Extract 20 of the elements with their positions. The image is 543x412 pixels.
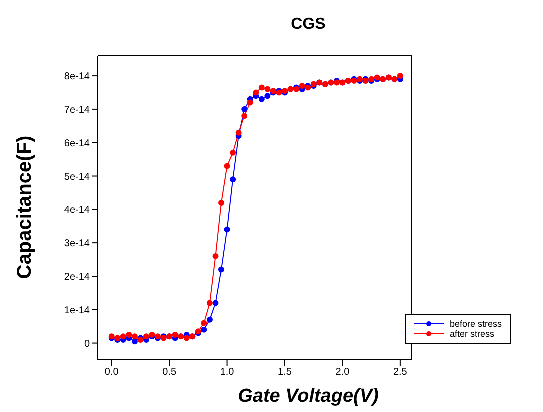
- x-tick-label: 2.5: [393, 367, 408, 378]
- y-tick-label: 2e-14: [64, 272, 90, 284]
- y-tick-label: 3e-14: [64, 238, 90, 250]
- legend-label: before stress: [450, 319, 502, 329]
- x-tick-label: 0.5: [162, 367, 177, 378]
- y-tick-label: 5e-14: [64, 172, 90, 183]
- y-axis-title: Capacitance(F): [14, 136, 38, 280]
- x-tick-label: 0.0: [104, 367, 120, 378]
- y-tick-label: 4e-14: [64, 205, 90, 216]
- y-tick-label: 6e-14: [64, 138, 90, 150]
- chart-title: CGS: [290, 16, 327, 34]
- y-tick-label: 1e-14: [64, 305, 90, 316]
- x-tick-label: 1.0: [220, 367, 235, 378]
- y-tick-label: 0: [84, 338, 90, 350]
- x-tick-label: 2.0: [336, 367, 350, 378]
- legend-label: after stress: [450, 329, 494, 339]
- y-tick-label: 7e-14: [64, 105, 90, 116]
- y-tick-label: 8e-14: [64, 72, 90, 83]
- x-tick-label: 1.5: [278, 367, 292, 378]
- x-axis-title: Gate Voltage(V): [237, 386, 380, 408]
